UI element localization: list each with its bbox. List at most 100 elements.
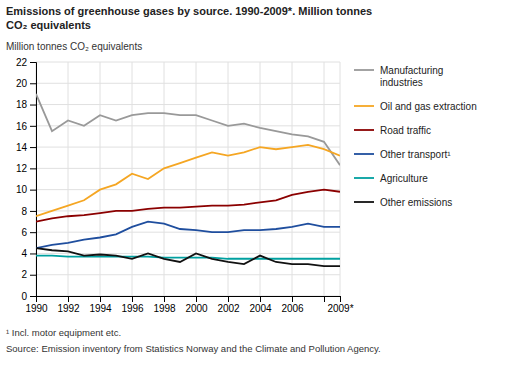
y-tick: 12 bbox=[16, 163, 36, 174]
y-tick-label: 16 bbox=[16, 121, 28, 132]
legend-label: Oil and gas extraction bbox=[380, 101, 477, 112]
grid-line bbox=[132, 62, 133, 296]
grid-line bbox=[260, 62, 261, 296]
legend-label: Other emissions bbox=[380, 197, 452, 208]
grid bbox=[36, 62, 340, 296]
grid-line bbox=[36, 83, 340, 84]
y-label: Million tonnes CO₂ equivalents bbox=[6, 41, 142, 52]
grid-line bbox=[36, 253, 340, 254]
x-tick-label: 1996 bbox=[121, 303, 144, 314]
y-tick: 14 bbox=[16, 142, 36, 153]
legend-label: Road traffic bbox=[380, 125, 431, 136]
legend-swatch bbox=[354, 177, 374, 179]
y-tick-label: 6 bbox=[21, 227, 27, 238]
x-tick-label: 2009* bbox=[327, 303, 353, 314]
y-tick-mark bbox=[30, 83, 36, 84]
x-tick: 1996 bbox=[121, 296, 144, 314]
y-tick-mark bbox=[30, 211, 36, 212]
x-tick: 2006 bbox=[281, 296, 304, 314]
footnote: Source: Emission inventory from Statisti… bbox=[6, 343, 381, 354]
x-tick: 1992 bbox=[57, 296, 80, 314]
grid-line bbox=[36, 189, 340, 190]
series-line bbox=[36, 190, 340, 222]
x-tick-mark bbox=[196, 296, 197, 302]
series-line bbox=[36, 248, 340, 266]
grid-line bbox=[36, 104, 340, 105]
grid-line bbox=[36, 232, 340, 233]
legend-item: Other transport¹ bbox=[354, 149, 451, 160]
legend-swatch bbox=[354, 105, 374, 107]
x-tick-label: 2000 bbox=[185, 303, 208, 314]
y-tick: 6 bbox=[21, 227, 36, 238]
x-tick: 2009* bbox=[327, 296, 353, 314]
series-line bbox=[36, 222, 340, 249]
legend-item: Road traffic bbox=[354, 125, 431, 136]
x-tick-mark bbox=[68, 296, 69, 302]
legend-swatch bbox=[354, 129, 374, 131]
grid-line bbox=[68, 62, 69, 296]
x-tick-mark bbox=[100, 296, 101, 302]
x-tick: 1998 bbox=[153, 296, 176, 314]
x-axis: 1990 1992 1994 1996 1998 2000 2002 2004 2006 2009… bbox=[25, 296, 353, 314]
y-tick-label: 12 bbox=[16, 163, 28, 174]
y-tick: 4 bbox=[21, 248, 36, 259]
x-tick: 2004 bbox=[249, 296, 272, 314]
x-tick: 1990 bbox=[25, 296, 48, 314]
y-tick: 10 bbox=[16, 184, 36, 195]
y-tick-label: 4 bbox=[21, 248, 27, 259]
legend-label: Manufacturingindustries bbox=[380, 65, 443, 88]
grid-line bbox=[292, 62, 293, 296]
legend-swatch bbox=[354, 69, 374, 71]
x-tick-mark bbox=[324, 296, 325, 302]
y-tick-label: 2 bbox=[21, 269, 27, 280]
y-tick-label: 20 bbox=[16, 78, 28, 89]
x-tick-mark bbox=[260, 296, 261, 302]
grid-line bbox=[36, 210, 340, 211]
x-tick-label: 1992 bbox=[57, 303, 80, 314]
x-tick-label: 1998 bbox=[153, 303, 176, 314]
y-tick-label: 18 bbox=[16, 99, 28, 110]
y-tick-label: 0 bbox=[21, 291, 27, 302]
y-tick: 16 bbox=[16, 121, 36, 132]
title: Emissions of greenhouse gases by source.… bbox=[6, 5, 372, 31]
chart: Emissions of greenhouse gases by source.… bbox=[0, 0, 512, 376]
y-tick-label: 8 bbox=[21, 206, 27, 217]
y-tick-mark bbox=[30, 147, 36, 148]
y-tick-mark bbox=[30, 232, 36, 233]
y-tick-label: 10 bbox=[16, 184, 28, 195]
x-tick-mark bbox=[132, 296, 133, 302]
x-tick bbox=[324, 296, 325, 302]
y-tick-mark bbox=[30, 62, 36, 63]
y-tick-mark bbox=[30, 105, 36, 106]
legend: Manufacturingindustries Oil and gas extra… bbox=[354, 65, 477, 208]
grid-line bbox=[36, 274, 340, 275]
legend-item: Agriculture bbox=[354, 173, 428, 184]
x-tick: 2002 bbox=[217, 296, 240, 314]
x-axis-line bbox=[37, 297, 341, 303]
y-tick-label: 22 bbox=[16, 57, 28, 68]
footnote: ¹ Incl. motor equipment etc. bbox=[6, 327, 121, 338]
legend-swatch bbox=[354, 201, 374, 203]
x-tick-mark bbox=[292, 296, 293, 302]
legend-item: Manufacturingindustries bbox=[354, 65, 443, 88]
y-tick-label: 14 bbox=[16, 142, 28, 153]
y-tick-mark bbox=[30, 296, 36, 297]
series-line bbox=[36, 94, 340, 165]
grid-line bbox=[164, 62, 165, 296]
legend-swatch bbox=[354, 153, 374, 155]
y-tick-mark bbox=[30, 168, 36, 169]
y-tick: 2 bbox=[21, 269, 36, 280]
x-tick: 1994 bbox=[89, 296, 112, 314]
y-axis: 0 2 4 6 8 10 12 14 16 18 20 22 bbox=[16, 57, 37, 302]
grid-line bbox=[340, 62, 341, 296]
grid-line bbox=[196, 62, 197, 296]
series-line bbox=[36, 145, 340, 216]
grid-line bbox=[36, 62, 340, 63]
y-tick: 22 bbox=[16, 57, 36, 68]
grid-line bbox=[324, 62, 325, 296]
x-tick-label: 2006 bbox=[281, 303, 304, 314]
x-tick-label: 2002 bbox=[217, 303, 240, 314]
y-tick: 8 bbox=[21, 206, 36, 217]
x-tick-label: 2004 bbox=[249, 303, 272, 314]
x-tick-mark bbox=[228, 296, 229, 302]
